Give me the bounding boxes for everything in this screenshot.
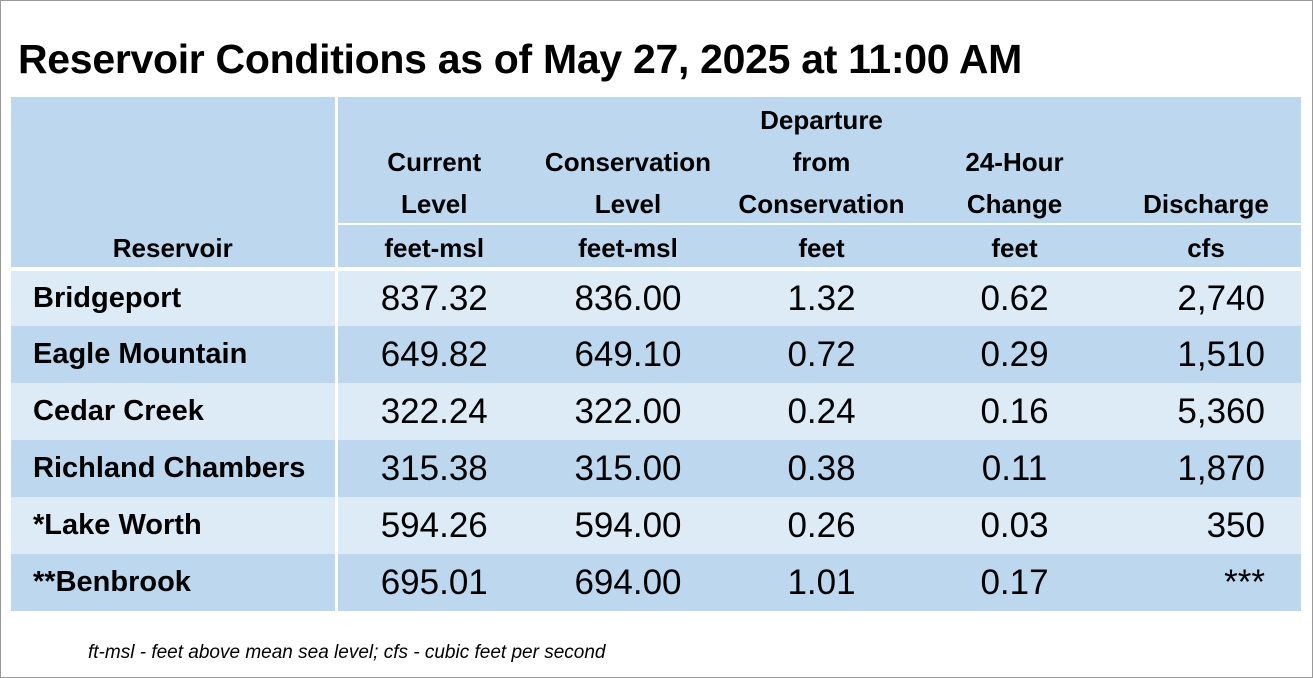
conservation-level: 594.00 <box>531 497 725 554</box>
footnote: ft-msl - feet above mean sea level; cfs … <box>88 642 606 663</box>
current-level: 837.32 <box>336 267 531 326</box>
reservoir-name: Cedar Creek <box>11 383 338 440</box>
current-level: 649.82 <box>336 326 531 383</box>
table-row: Bridgeport 837.32 836.00 1.32 0.62 2,740 <box>11 267 1301 326</box>
header-row-1: Departure <box>11 97 1301 224</box>
change-value: 0.16 <box>918 383 1111 440</box>
discharge-value: 1,870 <box>1111 440 1301 497</box>
departure-value: 1.32 <box>725 267 918 326</box>
discharge-value: 350 <box>1111 497 1301 554</box>
header-departure-line1: Departure <box>725 97 918 139</box>
departure-value: 1.01 <box>725 554 918 611</box>
page-title: Reservoir Conditions as of May 27, 2025 … <box>18 36 1023 82</box>
header-conservation-line2: Conservation <box>531 139 725 181</box>
reservoir-table: Departure Current Conservation from 24-H… <box>11 97 1301 611</box>
header-current-line1 <box>336 97 531 139</box>
discharge-value: 2,740 <box>1111 267 1301 326</box>
unit-change: feet <box>918 223 1111 269</box>
current-level: 322.24 <box>336 383 531 440</box>
reservoir-name: **Benbrook <box>11 554 338 611</box>
conservation-level: 315.00 <box>531 440 725 497</box>
unit-discharge: cfs <box>1111 223 1301 269</box>
header-discharge-line2 <box>1111 139 1301 181</box>
current-level: 315.38 <box>336 440 531 497</box>
reservoir-name: Eagle Mountain <box>11 326 338 383</box>
header-current-line3: Level <box>336 181 531 224</box>
current-level: 695.01 <box>336 554 531 611</box>
current-level: 594.26 <box>336 497 531 554</box>
header-discharge-line1 <box>1111 97 1301 139</box>
change-value: 0.11 <box>918 440 1111 497</box>
conservation-level: 322.00 <box>531 383 725 440</box>
discharge-value: 5,360 <box>1111 383 1301 440</box>
header-current-line2: Current <box>336 139 531 181</box>
reservoir-name: Richland Chambers <box>11 440 338 497</box>
header-row-2: Current Conservation from 24-Hour <box>11 139 1301 181</box>
header-reservoir: Reservoir <box>11 224 338 269</box>
header-change-line1 <box>918 97 1111 139</box>
conservation-level: 694.00 <box>531 554 725 611</box>
header-conservation-line3: Level <box>531 181 725 224</box>
header-change-line3: Change <box>918 181 1111 224</box>
header-reservoir-blank <box>11 97 338 224</box>
departure-value: 0.26 <box>725 497 918 554</box>
conservation-level: 836.00 <box>531 267 725 326</box>
discharge-value: *** <box>1111 554 1301 611</box>
header-conservation-line1 <box>531 97 725 139</box>
table-row: Cedar Creek 322.24 322.00 0.24 0.16 5,36… <box>11 383 1301 440</box>
table-row: Richland Chambers 315.38 315.00 0.38 0.1… <box>11 440 1301 497</box>
header-departure-line2: from <box>725 139 918 181</box>
header-row-3: Level Level Conservation Change Discharg… <box>11 181 1301 224</box>
unit-departure: feet <box>725 223 918 269</box>
departure-value: 0.38 <box>725 440 918 497</box>
reservoir-name: *Lake Worth <box>11 497 338 554</box>
header-change-line2: 24-Hour <box>918 139 1111 181</box>
change-value: 0.29 <box>918 326 1111 383</box>
departure-value: 0.72 <box>725 326 918 383</box>
reservoir-name: Bridgeport <box>11 267 338 326</box>
unit-conservation: feet-msl <box>531 223 725 269</box>
unit-current: feet-msl <box>336 223 531 269</box>
change-value: 0.62 <box>918 267 1111 326</box>
discharge-value: 1,510 <box>1111 326 1301 383</box>
departure-value: 0.24 <box>725 383 918 440</box>
table-row: Eagle Mountain 649.82 649.10 0.72 0.29 1… <box>11 326 1301 383</box>
header-departure-line3: Conservation <box>725 181 918 224</box>
change-value: 0.03 <box>918 497 1111 554</box>
table-row: **Benbrook 695.01 694.00 1.01 0.17 *** <box>11 554 1301 611</box>
conservation-level: 649.10 <box>531 326 725 383</box>
header-row-units: Reservoir feet-msl feet-msl feet feet cf… <box>11 223 1301 269</box>
change-value: 0.17 <box>918 554 1111 611</box>
table-row: *Lake Worth 594.26 594.00 0.26 0.03 350 <box>11 497 1301 554</box>
header-discharge-line3: Discharge <box>1111 181 1301 224</box>
